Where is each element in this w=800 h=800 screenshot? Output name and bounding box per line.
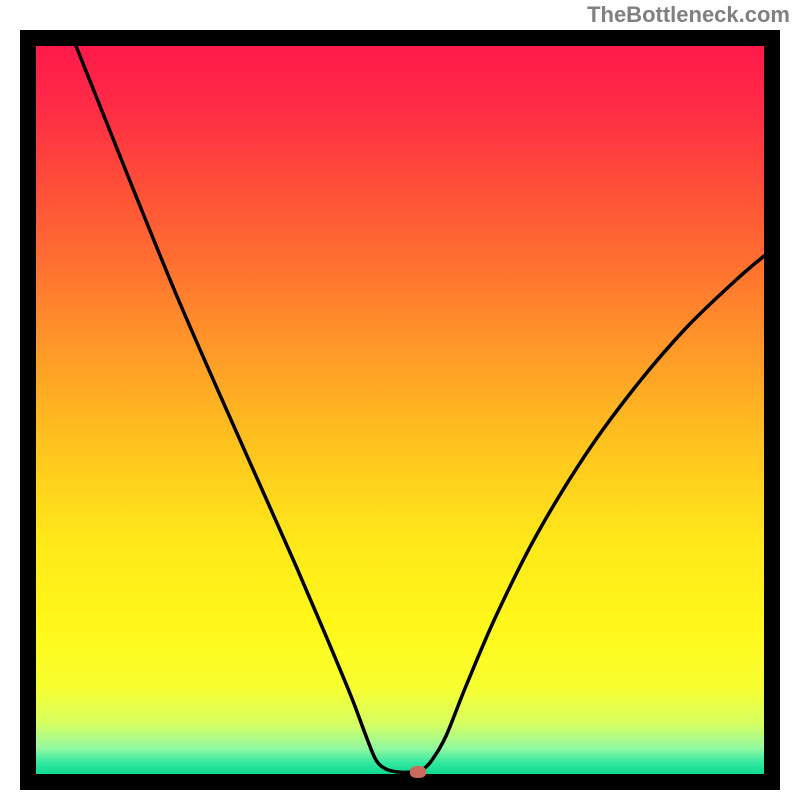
plot-svg [36, 46, 764, 774]
gradient-background [36, 46, 764, 774]
position-marker [410, 766, 426, 778]
watermark-text: TheBottleneck.com [587, 2, 790, 28]
chart-frame: TheBottleneck.com [0, 0, 800, 800]
